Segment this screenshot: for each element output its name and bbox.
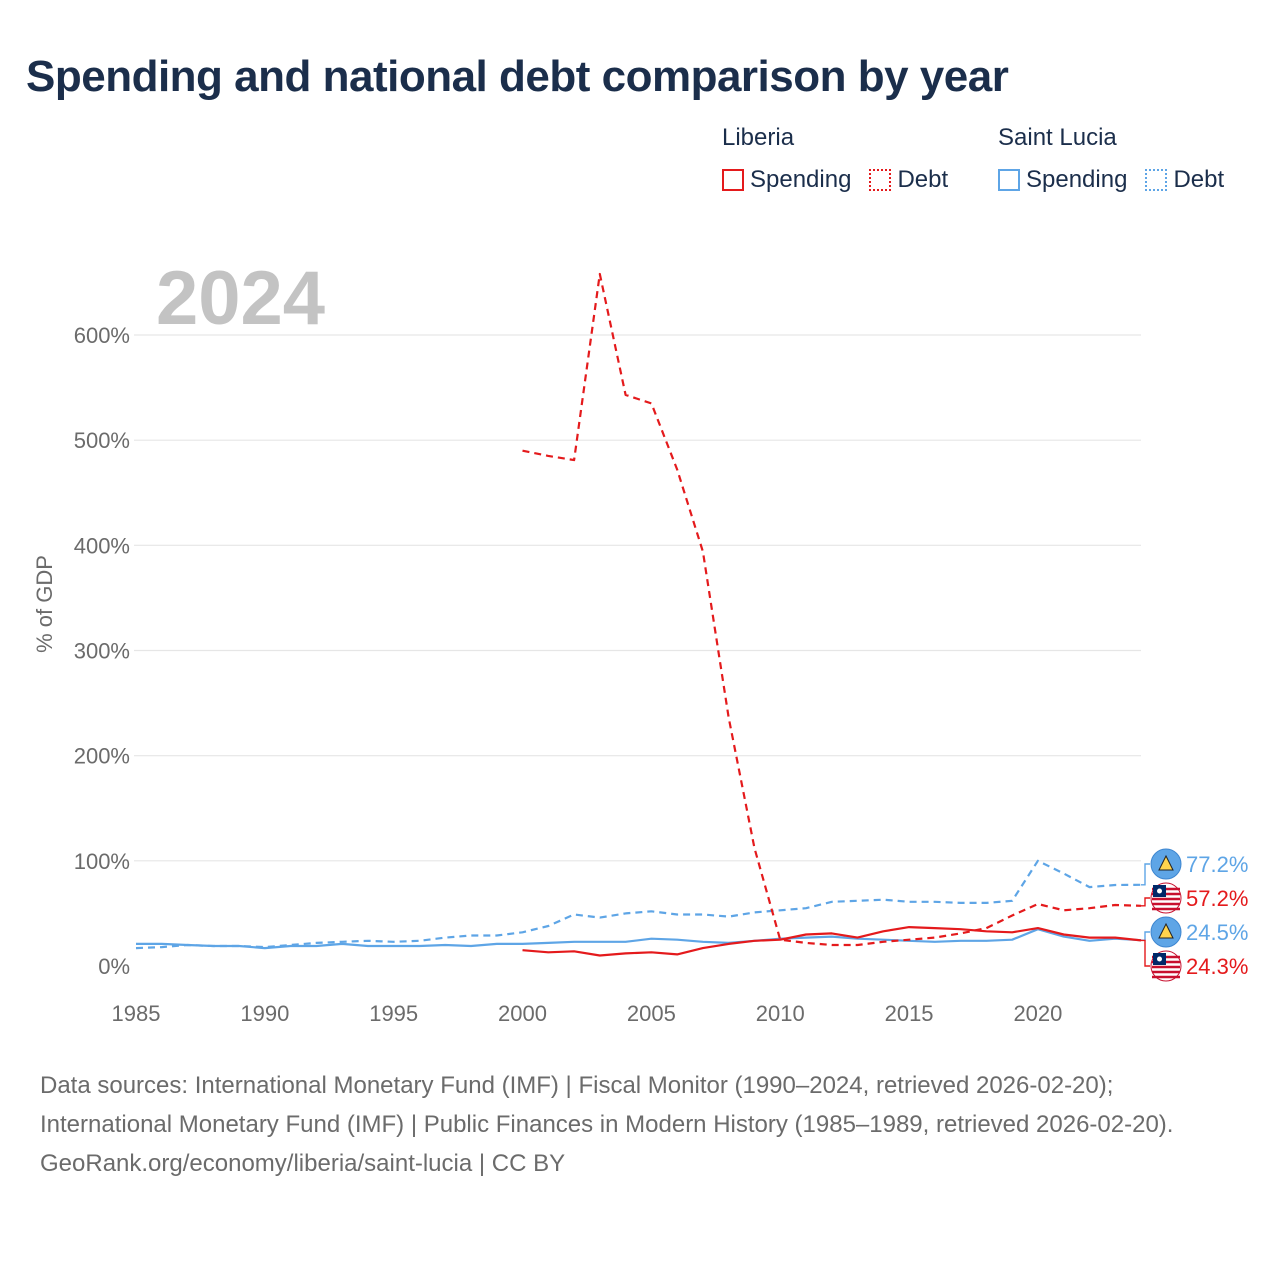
end-label-connector: [1141, 939, 1150, 967]
legend-item-saint-lucia-spending[interactable]: Spending: [998, 166, 1127, 194]
saint-lucia-flag-triangle: [1158, 922, 1174, 939]
y-tick-label: 100%: [74, 849, 130, 874]
y-tick-label: 600%: [74, 323, 130, 348]
line-chart: 2024 0% 100% 200% 300% 400% 500% 600% 1985 1990 19…: [32, 256, 1248, 1026]
end-value-label: 77.2%: [1186, 852, 1248, 877]
legend-item-liberia-spending[interactable]: Spending: [722, 166, 851, 194]
legend-country-name: Saint Lucia: [998, 124, 1117, 151]
legend-swatch-solid: [998, 169, 1020, 191]
y-axis-label: % of GDP: [32, 555, 57, 653]
x-tick-label: 1990: [240, 1001, 289, 1026]
legend-item-saint-lucia-debt[interactable]: Debt: [1145, 166, 1224, 194]
credit-link[interactable]: GeoRank.org/economy/liberia/saint-lucia …: [40, 1150, 566, 1177]
series-line-saint-lucia-spending: [136, 928, 1142, 950]
y-tick-label: 400%: [74, 533, 130, 558]
x-tick-label: 1985: [112, 1001, 161, 1026]
y-tick-label: 300%: [74, 639, 130, 664]
legend-label: Spending: [1026, 166, 1128, 193]
x-tick-label: 2010: [756, 1001, 805, 1026]
legend-swatch-dotted: [869, 169, 892, 191]
legend-row: Spending Debt: [722, 166, 966, 194]
x-tick-label: 2020: [1013, 1001, 1062, 1026]
chart-title: Spending and national debt comparison by…: [26, 52, 1009, 101]
y-tick-label: 500%: [74, 428, 130, 453]
legend-row: Spending Debt: [998, 166, 1242, 194]
end-label-connector: [1141, 863, 1150, 886]
x-tick-label: 1995: [369, 1001, 418, 1026]
end-label-connector: [1141, 931, 1150, 941]
end-value-label: 24.5%: [1186, 920, 1248, 945]
legend-label: Debt: [897, 166, 949, 193]
legend-group-liberia: Liberia Spending Debt: [722, 124, 966, 194]
x-tick-label: 2015: [885, 1001, 934, 1026]
legend-swatch-solid: [722, 169, 744, 191]
footer: Data sources: International Monetary Fun…: [40, 1066, 1250, 1183]
saint-lucia-flag-triangle: [1158, 854, 1174, 871]
x-tick-label: 2000: [498, 1001, 547, 1026]
legend-country-name: Liberia: [722, 124, 795, 151]
series-line-liberia-debt: [522, 272, 1142, 947]
y-tick-label: 0%: [98, 954, 130, 979]
end-value-label: 57.2%: [1186, 886, 1248, 911]
series-line-liberia-spending: [522, 925, 1142, 957]
legend-swatch-dotted: [1145, 169, 1168, 191]
end-value-label: 24.3%: [1186, 954, 1248, 979]
x-tick-label: 2005: [627, 1001, 676, 1026]
legend-group-saint-lucia: Saint Lucia Spending Debt: [998, 124, 1242, 194]
end-label-connector: [1141, 897, 1150, 907]
y-tick-label: 200%: [74, 744, 130, 769]
legend-label: Debt: [1173, 166, 1225, 193]
liberia-flag-star: [1157, 888, 1162, 894]
legend-label: Spending: [750, 166, 852, 193]
liberia-flag-star: [1157, 956, 1162, 962]
data-sources-text: Data sources: International Monetary Fun…: [40, 1072, 1174, 1138]
series-line-saint-lucia-debt: [135, 859, 1142, 950]
legend-item-liberia-debt[interactable]: Debt: [869, 166, 948, 194]
year-watermark: 2024: [156, 256, 325, 341]
